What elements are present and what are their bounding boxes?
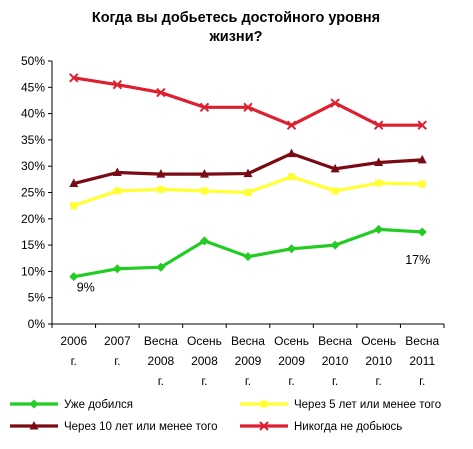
y-tick-label: 45% (21, 80, 45, 94)
legend-label: Уже добился (64, 399, 133, 411)
chart-title: Когда вы добьетесь достойного уровня жизн… (92, 10, 380, 45)
legend-item: Никогда не добьюсь (240, 421, 402, 433)
x-tick-label: Осень 2008 г. (187, 334, 222, 388)
data-point (287, 148, 297, 158)
data-point (199, 169, 209, 178)
data-point (375, 179, 383, 187)
legend-label: Через 10 лет или менее того (64, 421, 218, 433)
y-tick-label: 30% (21, 159, 45, 173)
chart-title-line: Когда вы добьетесь достойного уровня (92, 10, 380, 26)
data-point (374, 224, 384, 234)
data-point (69, 73, 79, 83)
y-tick-label: 10% (21, 264, 45, 278)
x-tick-label: Весна 2010 г. (318, 334, 352, 388)
y-tick-label: 50% (21, 54, 45, 68)
x-tick-label: Весна 2008 г. (144, 334, 178, 388)
annotations: 9% 17% (77, 253, 430, 295)
legend-item: Через 5 лет или менее того (240, 399, 441, 411)
data-point (373, 120, 384, 130)
axes: 0% 5% 10% 15% 20% 25% 30% 35% 40% 45% 50% 2006 г. 200… (21, 54, 445, 388)
data-label: 9% (77, 281, 95, 295)
data-point (156, 87, 166, 98)
data-point (287, 244, 297, 254)
x-tick-label: Осень 2010 г. (361, 334, 396, 388)
data-point (112, 79, 123, 90)
data-point (199, 102, 210, 112)
x-tick-label: Весна 2011 г. (405, 334, 439, 388)
data-point (199, 236, 209, 246)
chart-title-line: жизни? (209, 29, 263, 45)
y-tick-label: 15% (21, 238, 45, 252)
data-point (244, 189, 252, 196)
y-tick-label: 5% (28, 291, 46, 305)
x-tick-label: 2007 г. (104, 334, 131, 368)
data-point (112, 167, 122, 177)
x-tick-label: Осень 2009 г. (274, 334, 309, 388)
series-0 (69, 224, 427, 282)
series-3 (69, 73, 427, 130)
data-point (156, 169, 166, 178)
series-2 (69, 148, 427, 188)
data-point (156, 262, 166, 272)
legend-marker (29, 399, 39, 409)
series-1 (70, 173, 426, 210)
data-point (374, 157, 384, 167)
series-layer (69, 73, 427, 282)
data-point (243, 102, 253, 112)
legend-marker (259, 421, 269, 431)
data-point (69, 178, 79, 188)
data-label: 17% (405, 253, 430, 267)
y-tick-label: 0% (28, 317, 46, 331)
y-tick-label: 20% (21, 212, 45, 226)
data-point (243, 252, 253, 262)
data-point (288, 173, 296, 181)
legend-marker (260, 400, 268, 408)
data-point (69, 272, 79, 282)
y-tick-label: 40% (21, 107, 45, 121)
data-point (330, 240, 340, 250)
data-point (70, 202, 78, 210)
data-point (330, 163, 340, 173)
legend: Уже добился Через 5 лет или менее того Чер… (10, 399, 441, 433)
data-point (418, 180, 426, 188)
legend-label: Через 5 лет или менее того (294, 399, 441, 411)
series-line (73, 76, 423, 127)
legend-item: Уже добился (10, 399, 133, 411)
data-point (157, 185, 165, 193)
data-point (113, 187, 121, 195)
data-point (243, 168, 253, 178)
legend-marker (29, 421, 39, 430)
data-point (112, 264, 122, 274)
data-point (417, 120, 427, 130)
y-tick-label: 25% (21, 186, 45, 200)
legend-item: Через 10 лет или менее того (10, 421, 218, 433)
data-point (200, 187, 208, 195)
data-point (417, 227, 427, 237)
legend-label: Никогда не добьюсь (294, 421, 402, 433)
x-tick-label: 2006 г. (60, 334, 87, 368)
data-point (330, 98, 340, 108)
data-point (331, 187, 339, 195)
data-point (417, 154, 427, 164)
data-point (286, 120, 297, 130)
y-tick-label: 35% (21, 133, 45, 147)
x-tick-label: Весна 2009 г. (231, 334, 265, 388)
